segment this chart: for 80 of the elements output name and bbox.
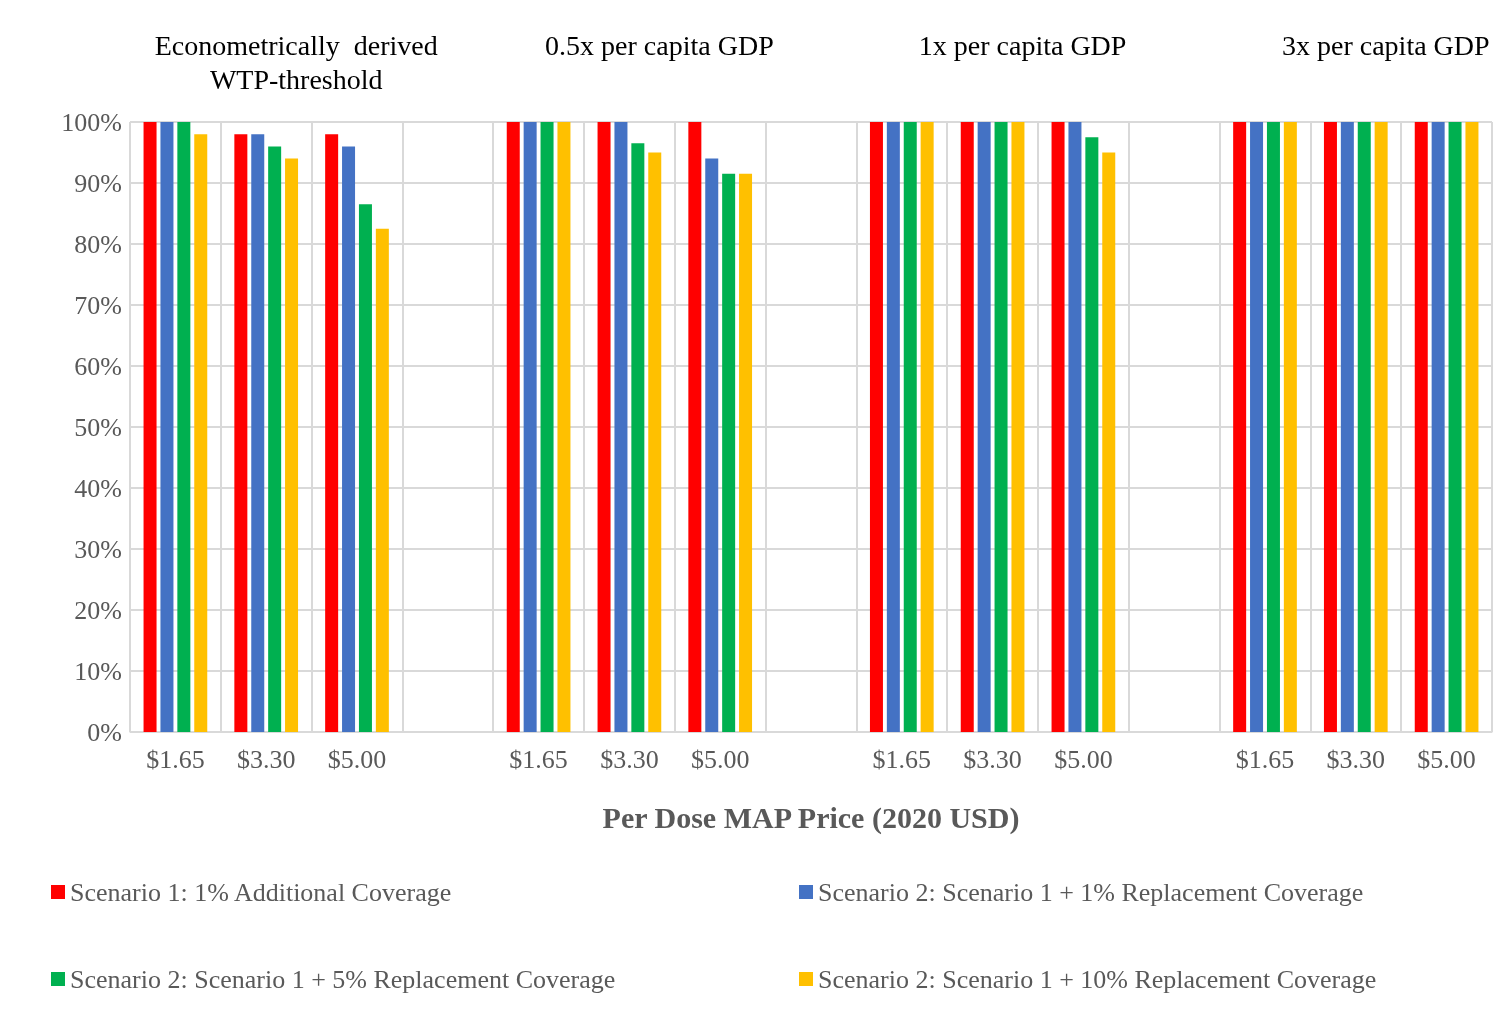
bar [1340, 122, 1354, 732]
legend-label: Scenario 2: Scenario 1 + 10% Replacement Coverage [818, 964, 1377, 994]
bar [1011, 122, 1025, 732]
bar [234, 134, 248, 732]
bar [977, 122, 991, 732]
bar [194, 134, 208, 732]
bar [994, 122, 1008, 732]
bar [1448, 122, 1462, 732]
bar [1068, 122, 1082, 732]
y-tick-label: 30% [74, 534, 122, 564]
bar [1431, 122, 1445, 732]
bar [506, 122, 520, 732]
bar [1085, 137, 1099, 732]
bar [1250, 122, 1264, 732]
x-tick-label: $1.65 [509, 744, 568, 774]
y-tick-label: 50% [74, 412, 122, 442]
bar [1051, 122, 1065, 732]
x-tick-label: $5.00 [1417, 744, 1476, 774]
x-tick-label: $5.00 [1054, 744, 1113, 774]
x-tick-label: $3.30 [963, 744, 1022, 774]
bar [143, 122, 157, 732]
bar [1357, 122, 1371, 732]
x-tick-label: $1.65 [1235, 744, 1295, 774]
bar [688, 122, 702, 732]
x-tick-label: $1.65 [146, 744, 205, 774]
y-tick-label: 10% [74, 656, 122, 686]
bar [886, 122, 900, 732]
bar [739, 173, 753, 732]
bar [1266, 122, 1280, 732]
x-tick-label: $3.30 [1326, 744, 1386, 774]
bar [920, 122, 934, 732]
bar [285, 158, 299, 732]
legend-label: Scenario 1: 1% Additional Coverage [70, 877, 452, 907]
bar [1323, 122, 1337, 732]
bar [1233, 122, 1247, 732]
bar [177, 122, 191, 732]
y-tick-label: 0% [87, 717, 122, 747]
bar [268, 146, 282, 732]
x-tick-label: $1.65 [872, 744, 932, 774]
bar [325, 134, 339, 732]
bar [631, 143, 645, 732]
bar [705, 158, 719, 732]
bar [1102, 152, 1116, 732]
bar [1465, 122, 1479, 732]
bar [375, 228, 389, 732]
y-tick-label: 60% [74, 351, 122, 381]
y-tick-label: 40% [74, 473, 122, 503]
bar [523, 122, 537, 732]
bar [869, 122, 883, 732]
bar [358, 204, 372, 732]
x-tick-label: $3.30 [236, 744, 296, 774]
bar [342, 146, 356, 732]
bar [557, 122, 571, 732]
text: 0.5x per capita GDP [545, 29, 774, 61]
y-tick-label: 20% [74, 595, 122, 625]
bar [1283, 122, 1297, 732]
x-tick-label: $5.00 [690, 744, 750, 774]
text: 1x per capita GDP [918, 29, 1127, 61]
x-axis-title: Per Dose MAP Price (2020 USD) [602, 800, 1020, 835]
legend-label: Scenario 2: Scenario 1 + 1% Replacement Coverage [818, 877, 1364, 907]
bar [722, 173, 736, 732]
bar [1414, 122, 1428, 732]
legend-label: Scenario 2: Scenario 1 + 5% Replacement Coverage [70, 964, 616, 994]
text: Econometrically derived WTP-threshold [154, 29, 438, 95]
bar [648, 152, 662, 732]
x-tick-label: $3.30 [600, 744, 659, 774]
bar [1374, 122, 1388, 732]
y-tick-label: 80% [74, 229, 122, 259]
bar [160, 122, 174, 732]
text: 3x per capita GDP [1282, 29, 1490, 61]
bar [960, 122, 974, 732]
bar [903, 122, 917, 732]
bar [597, 122, 611, 732]
y-tick-label: 100% [61, 107, 122, 137]
x-tick-label: $5.00 [327, 744, 387, 774]
y-tick-label: 90% [74, 168, 122, 198]
bar [614, 122, 628, 732]
bar [540, 122, 554, 732]
y-tick-label: 70% [74, 290, 122, 320]
bar [251, 134, 265, 732]
